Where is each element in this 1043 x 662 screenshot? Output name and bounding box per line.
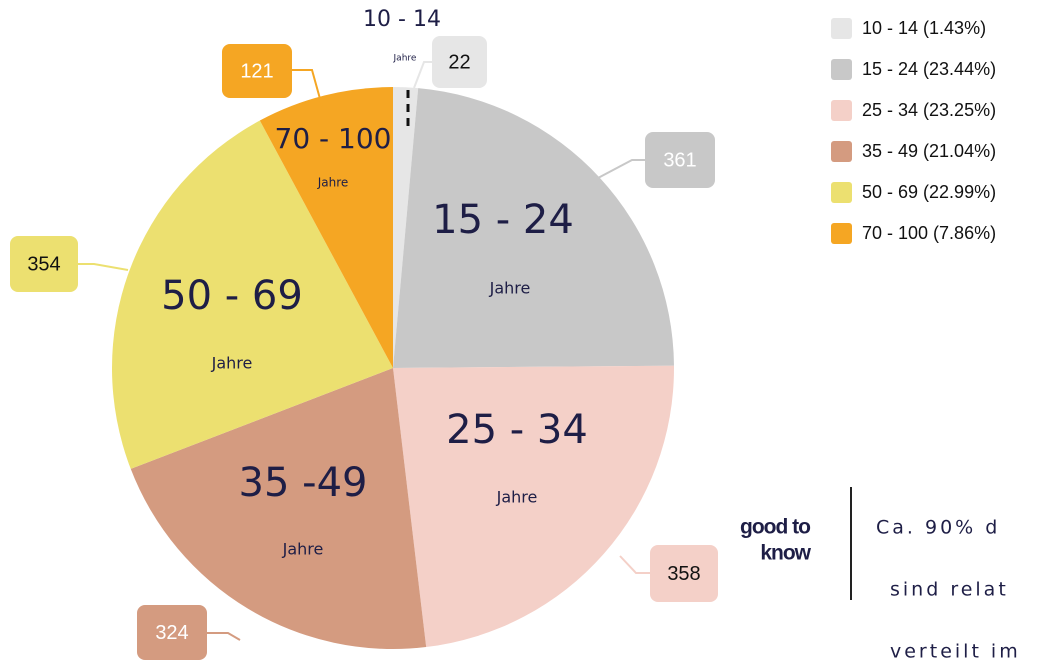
legend-swatch (831, 182, 852, 203)
callout-value: 361 (663, 149, 696, 171)
slice-label: 15 - 24 (432, 197, 574, 243)
slice-unit: Jahre (489, 279, 531, 298)
legend-swatch (831, 59, 852, 80)
legend-label: 35 - 49 (21.04%) (862, 141, 996, 161)
legend-swatch (831, 141, 852, 162)
callout-connector (207, 632, 241, 641)
note-text: verteilt im (890, 641, 1021, 662)
note-heading-line: good to (740, 516, 810, 539)
callout-connector (78, 263, 129, 271)
callout-connector (597, 159, 645, 179)
pie-slice (393, 88, 674, 368)
legend-label: 70 - 100 (7.86%) (862, 223, 996, 243)
note-text: sind relat (890, 579, 1009, 601)
callout-value: 358 (667, 563, 700, 585)
callout-box (137, 605, 207, 660)
slice-label: 70 - 100 (275, 122, 392, 155)
legend-label: 25 - 34 (23.25%) (862, 100, 996, 120)
note-heading-line: know (760, 542, 811, 565)
callout-value: 324 (155, 622, 188, 644)
callout-box (222, 44, 292, 98)
slice-unit: Jahre (211, 354, 253, 373)
legend-label: 50 - 69 (22.99%) (862, 182, 996, 202)
slice-label: 35 -49 (239, 460, 368, 506)
callout-box (645, 132, 715, 188)
pie-slice (259, 87, 393, 368)
pie-slice (393, 365, 674, 648)
callout-value: 22 (448, 51, 470, 73)
callout-connector (619, 555, 650, 574)
callout-value: 121 (240, 60, 273, 82)
slice-label: 50 - 69 (161, 273, 303, 319)
slice-unit: Jahre (282, 540, 324, 559)
pie-slice (112, 120, 393, 469)
callout-connector (292, 69, 323, 107)
legend-swatch (831, 100, 852, 121)
slice-unit: Jahre (393, 54, 417, 64)
slice-label: 25 - 34 (446, 407, 588, 453)
pie-slice (393, 87, 419, 368)
slice-unit: Jahre (496, 488, 538, 507)
callout-connector (413, 61, 432, 89)
callout-value: 354 (27, 253, 60, 275)
slice-label: 10 - 14 (363, 7, 441, 32)
pie-slice (130, 368, 427, 649)
legend-swatch (831, 223, 852, 244)
legend-label: 10 - 14 (1.43%) (862, 18, 986, 38)
callout-box (432, 36, 487, 88)
slice-unit: Jahre (317, 176, 349, 190)
legend-swatch (831, 18, 852, 39)
callout-box (650, 545, 718, 602)
note-text: Ca. 90% d (876, 517, 1000, 539)
callout-box (10, 236, 78, 292)
legend-label: 15 - 24 (23.44%) (862, 59, 996, 79)
